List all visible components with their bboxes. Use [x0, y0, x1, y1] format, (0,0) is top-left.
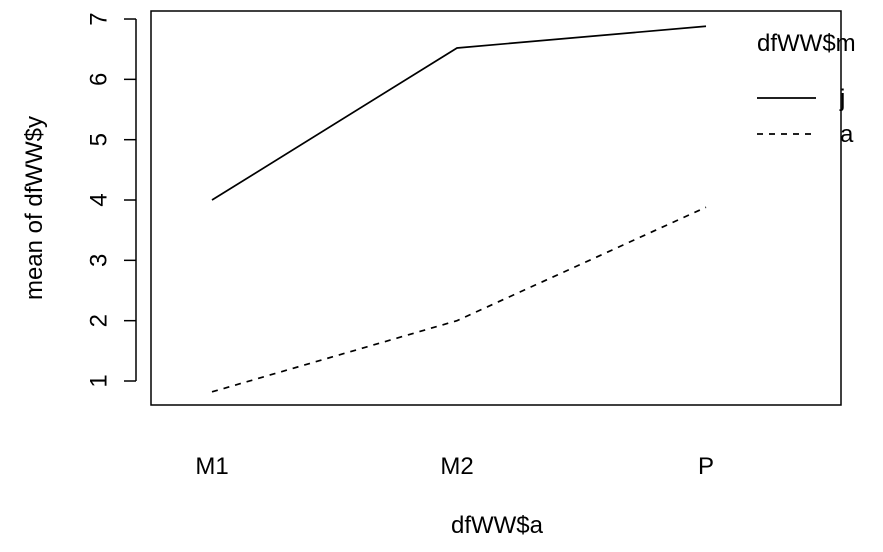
series-line-a — [211, 206, 707, 393]
x-tick-label: M2 — [440, 453, 473, 480]
y-axis: 1 2 3 4 5 6 7 — [85, 12, 137, 388]
y-tick-label: 5 — [85, 133, 112, 146]
y-axis-label: mean of dfWW$y — [21, 116, 48, 300]
x-axis: M1 M2 P — [195, 453, 714, 480]
y-tick-label: 4 — [85, 193, 112, 206]
y-tick-label: 6 — [85, 73, 112, 86]
series-lines — [211, 25, 707, 393]
legend-label-j: j — [839, 85, 845, 112]
x-tick-label: M1 — [195, 453, 228, 480]
x-tick-label: P — [698, 453, 714, 480]
y-tick-label: 3 — [85, 254, 112, 267]
legend-label-a: a — [840, 121, 854, 148]
y-tick-label: 2 — [85, 314, 112, 327]
x-axis-label: dfWW$a — [451, 512, 544, 539]
series-line-j — [211, 25, 707, 201]
legend: dfWW$m ja — [757, 30, 856, 148]
y-tick-label: 1 — [85, 374, 112, 387]
y-tick-label: 7 — [85, 12, 112, 25]
plot-box — [150, 10, 842, 406]
legend-title: dfWW$m — [757, 30, 856, 57]
